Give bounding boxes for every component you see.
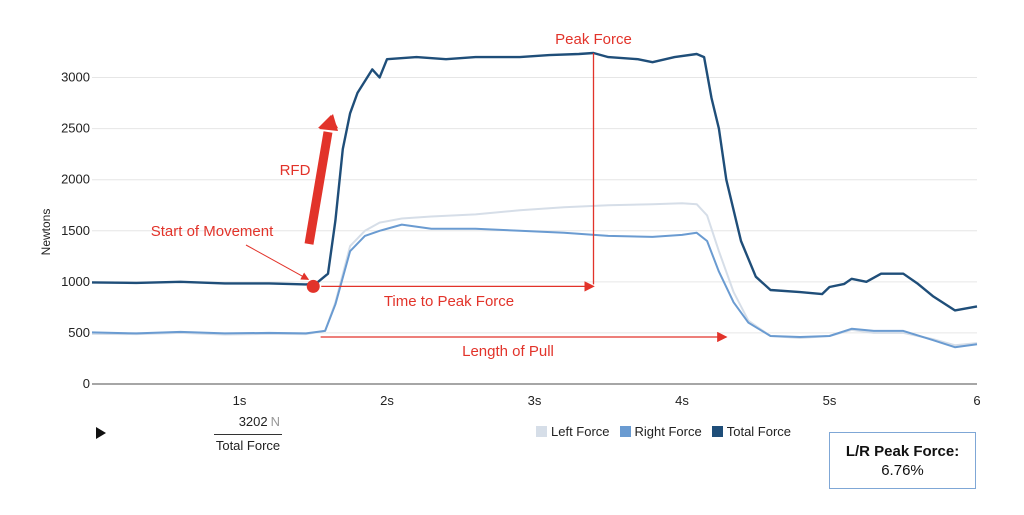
legend-label-right-force: Right Force <box>634 424 702 439</box>
legend-label-left-force: Left Force <box>551 424 610 439</box>
annotation-peak-force: Peak Force <box>555 31 632 48</box>
y-tick-label: 500 <box>68 325 90 340</box>
legend-swatch-right-force <box>619 426 631 437</box>
y-axis-label: Newtons <box>39 209 53 256</box>
readout-value: 3202 <box>238 414 268 429</box>
readout-unit: N <box>270 414 280 429</box>
annotation-rfd: RFD <box>280 162 311 179</box>
lr-peak-force-box: L/R Peak Force: 6.76% <box>829 432 976 489</box>
legend-label-total-force: Total Force <box>726 424 792 439</box>
annotation-start-of-movement: Start of Movement <box>151 223 274 240</box>
readout-label: Total Force <box>215 438 281 453</box>
y-tick-label: 2500 <box>61 121 90 136</box>
gridlines <box>92 77 977 334</box>
rfd-arrow-tip <box>319 114 338 131</box>
readout-value-row: 3202 N <box>214 414 282 429</box>
legend-item-total-force[interactable]: Total Force <box>711 424 792 439</box>
axes: 0 500 1000 1500 2000 2500 3000 1s 2s 3s 4s 5s 6 <box>61 70 981 408</box>
x-tick-label: 6 <box>973 393 980 408</box>
y-tick-label: 3000 <box>61 70 90 85</box>
legend-item-right-force[interactable]: Right Force <box>619 424 702 439</box>
info-box-title: L/R Peak Force: <box>845 443 960 460</box>
rfd-arrow-shaft <box>304 131 333 245</box>
chart-legend: Left Force Right Force Total Force <box>536 424 791 439</box>
annotations: Peak Force RFD Start of Movement Time to Pe… <box>151 31 728 360</box>
legend-swatch-total-force <box>711 426 723 437</box>
readout-divider <box>214 434 282 435</box>
start-of-movement-dot <box>306 279 320 293</box>
x-tick-label: 2s <box>380 393 394 408</box>
series-line-total-force <box>91 51 978 312</box>
y-tick-label: 1500 <box>61 223 90 238</box>
x-tick-label: 4s <box>675 393 689 408</box>
legend-item-left-force[interactable]: Left Force <box>536 424 610 439</box>
legend-swatch-left-force <box>536 426 547 437</box>
annotation-time-to-peak-force: Time to Peak Force <box>384 293 514 310</box>
y-tick-label: 1000 <box>61 274 90 289</box>
y-tick-label: 2000 <box>61 172 90 187</box>
series-lines <box>91 51 978 349</box>
series-line-right-force <box>91 223 978 349</box>
force-readout: 3202 N Total Force <box>214 414 282 453</box>
info-box-value: 6.76% <box>881 462 924 479</box>
play-icon[interactable] <box>96 427 106 439</box>
start-pointer <box>245 244 310 280</box>
y-tick-label: 0 <box>83 376 90 391</box>
x-tick-label: 1s <box>233 393 247 408</box>
x-tick-label: 5s <box>823 393 837 408</box>
annotation-length-of-pull: Length of Pull <box>462 343 554 360</box>
x-tick-label: 3s <box>528 393 542 408</box>
